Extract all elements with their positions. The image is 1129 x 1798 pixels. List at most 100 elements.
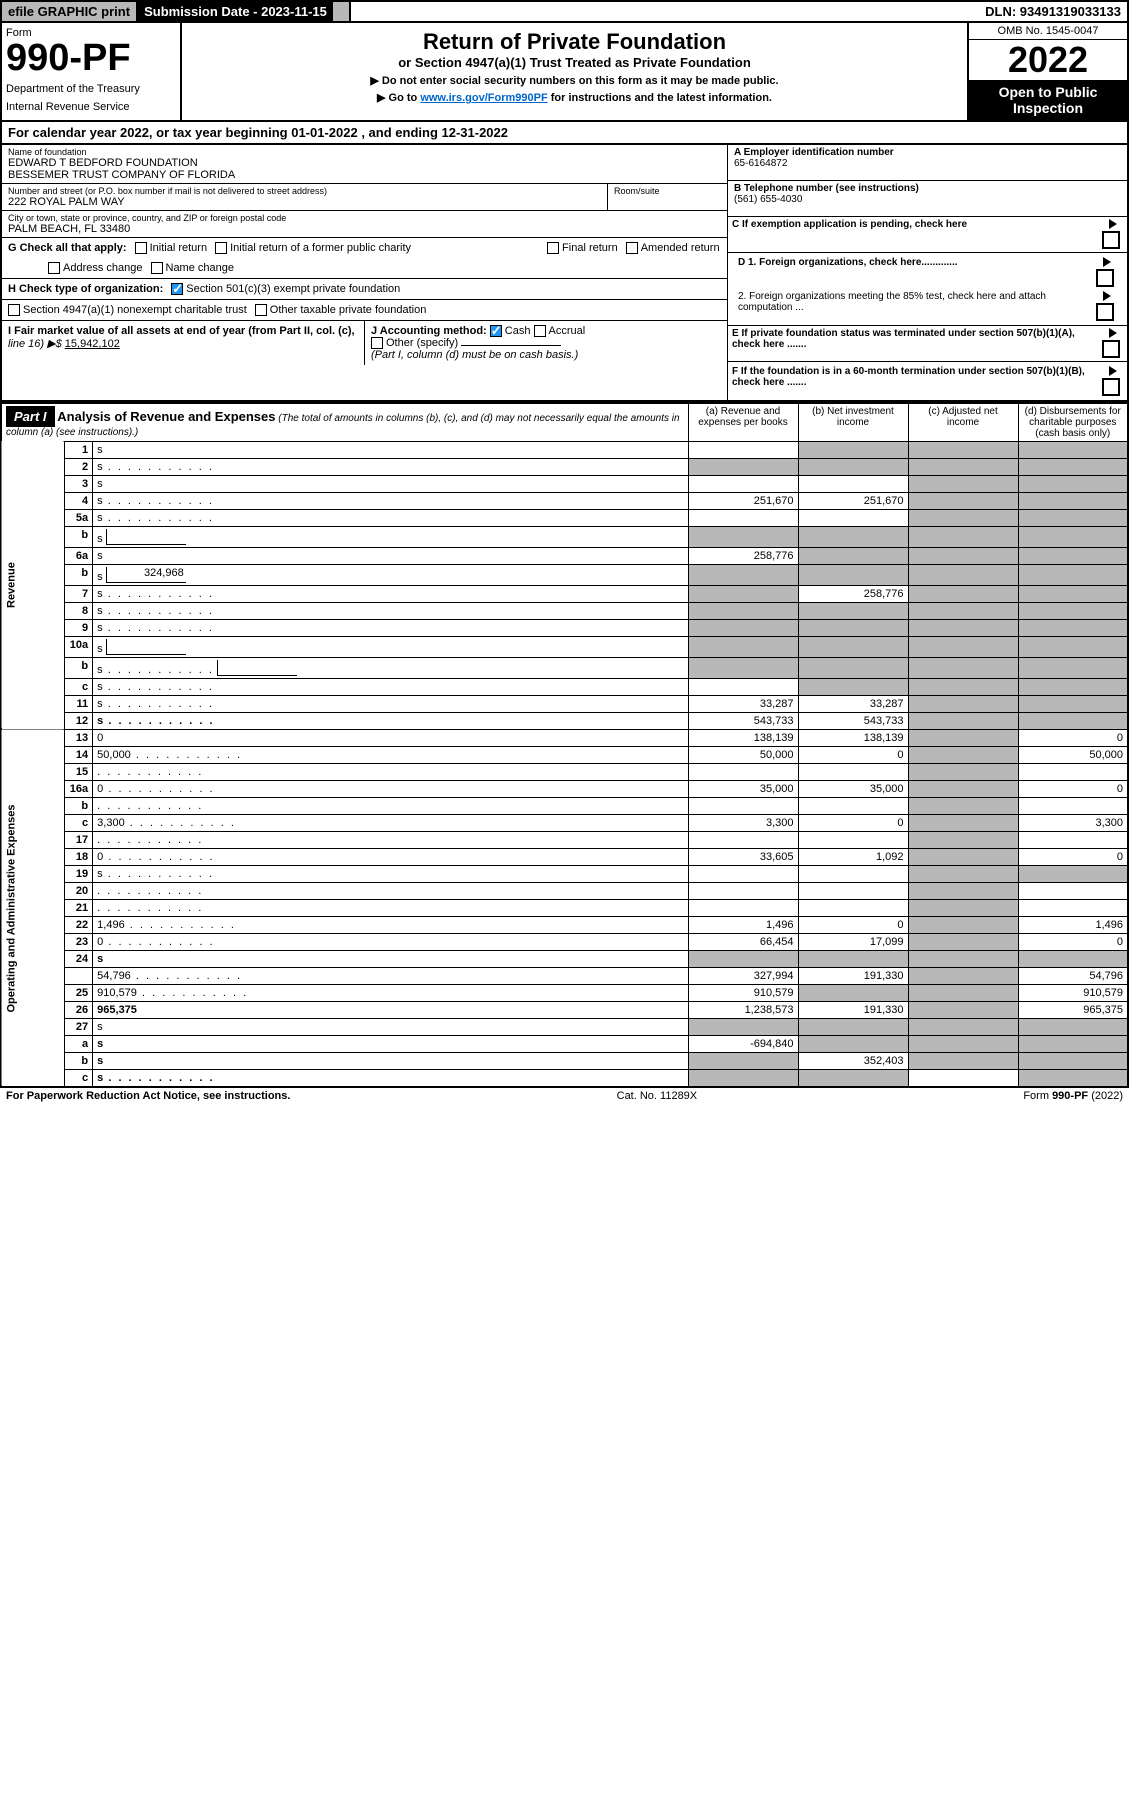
cell-value (1018, 831, 1128, 848)
cell-shaded (908, 984, 1018, 1001)
accrual-checkbox[interactable] (534, 325, 546, 337)
row-num: b (65, 1052, 93, 1069)
cell-value (1018, 763, 1128, 780)
address-change-checkbox[interactable] (48, 262, 60, 274)
exemption-pending-checkbox[interactable] (1102, 231, 1120, 249)
cell-shaded (688, 585, 798, 602)
cell-shaded (1018, 458, 1128, 475)
cell-value (798, 763, 908, 780)
cell-shaded (908, 967, 1018, 984)
g-opt-2: Final return (562, 242, 618, 254)
cell-shaded (908, 848, 1018, 865)
cell-value (688, 899, 798, 916)
cell-value (798, 475, 908, 492)
amended-return-checkbox[interactable] (626, 242, 638, 254)
cell-shaded (908, 763, 1018, 780)
cell-value: 1,238,573 (688, 1001, 798, 1018)
cell-shaded (688, 1052, 798, 1069)
row-desc: s (93, 712, 688, 729)
cell-shaded (1018, 695, 1128, 712)
foreign-org-checkbox[interactable] (1096, 269, 1114, 287)
cell-value: 35,000 (688, 780, 798, 797)
form-title: Return of Private Foundation (188, 29, 961, 55)
name-change-checkbox[interactable] (151, 262, 163, 274)
cell-value: 0 (798, 746, 908, 763)
row-num: b (65, 526, 93, 547)
row-desc (93, 797, 688, 814)
final-return-checkbox[interactable] (547, 242, 559, 254)
cell-value (688, 763, 798, 780)
cell-shaded (1018, 1018, 1128, 1035)
cell-shaded (798, 636, 908, 657)
section-i-label: I Fair market value of all assets at end… (8, 325, 355, 337)
row-desc: s (93, 678, 688, 695)
side-label: Revenue (1, 441, 65, 729)
row-num: 7 (65, 585, 93, 602)
cell-shaded (1018, 585, 1128, 602)
row-desc (93, 831, 688, 848)
g-opt-5: Name change (166, 262, 235, 274)
cell-shaded (1018, 678, 1128, 695)
row-desc: s (93, 441, 688, 458)
cell-value (688, 475, 798, 492)
cell-shaded (798, 458, 908, 475)
cell-shaded (1018, 547, 1128, 564)
cell-shaded (908, 602, 1018, 619)
other-taxable-checkbox[interactable] (255, 304, 267, 316)
cell-value: 910,579 (688, 984, 798, 1001)
cell-value: 1,496 (1018, 916, 1128, 933)
cell-value: 1,092 (798, 848, 908, 865)
cell-shaded (908, 492, 1018, 509)
efile-print-button[interactable]: efile GRAPHIC print (2, 2, 138, 21)
section-d1-label: D 1. Foreign organizations, check here..… (738, 257, 958, 268)
cell-shaded (908, 814, 1018, 831)
cell-value: 138,139 (798, 729, 908, 746)
row-desc: s (93, 1069, 688, 1087)
cell-value: 35,000 (798, 780, 908, 797)
cell-value (688, 865, 798, 882)
cell-value: 352,403 (798, 1052, 908, 1069)
cell-shaded (908, 1052, 1018, 1069)
initial-return-checkbox[interactable] (135, 242, 147, 254)
4947a1-checkbox[interactable] (8, 304, 20, 316)
cell-shaded (908, 865, 1018, 882)
row-desc: 54,796 (93, 967, 688, 984)
row-desc: 965,375 (93, 1001, 688, 1018)
irs-link[interactable]: www.irs.gov/Form990PF (420, 92, 547, 104)
row-num: 5a (65, 509, 93, 526)
cell-value: 3,300 (688, 814, 798, 831)
cell-value (798, 509, 908, 526)
arrow-icon (1109, 328, 1117, 338)
initial-former-checkbox[interactable] (215, 242, 227, 254)
cell-shaded (798, 564, 908, 585)
h-opt-2: Section 4947(a)(1) nonexempt charitable … (23, 304, 247, 316)
cash-checkbox[interactable] (490, 325, 502, 337)
foreign-85-checkbox[interactable] (1096, 303, 1114, 321)
cell-value: 50,000 (688, 746, 798, 763)
cell-shaded (908, 564, 1018, 585)
row-num: 24 (65, 950, 93, 967)
city-value: PALM BEACH, FL 33480 (8, 223, 721, 235)
row-desc: s (93, 547, 688, 564)
row-num: 20 (65, 882, 93, 899)
501c3-checkbox[interactable] (171, 283, 183, 295)
cell-shaded (798, 619, 908, 636)
cell-value: 0 (1018, 933, 1128, 950)
row-num: c (65, 1069, 93, 1087)
row-num: 27 (65, 1018, 93, 1035)
row-num: 23 (65, 933, 93, 950)
cell-shaded (908, 831, 1018, 848)
row-num: 11 (65, 695, 93, 712)
cell-value: 327,994 (688, 967, 798, 984)
other-method-checkbox[interactable] (371, 337, 383, 349)
row-desc: 0 (93, 848, 688, 865)
cell-shaded (908, 1001, 1018, 1018)
address-label: Number and street (or P.O. box number if… (8, 186, 601, 196)
row-num: 21 (65, 899, 93, 916)
cell-shaded (908, 729, 1018, 746)
60month-checkbox[interactable] (1102, 378, 1120, 396)
terminated-checkbox[interactable] (1102, 340, 1120, 358)
arrow-icon (1109, 219, 1117, 229)
row-num: 25 (65, 984, 93, 1001)
row-num: 9 (65, 619, 93, 636)
